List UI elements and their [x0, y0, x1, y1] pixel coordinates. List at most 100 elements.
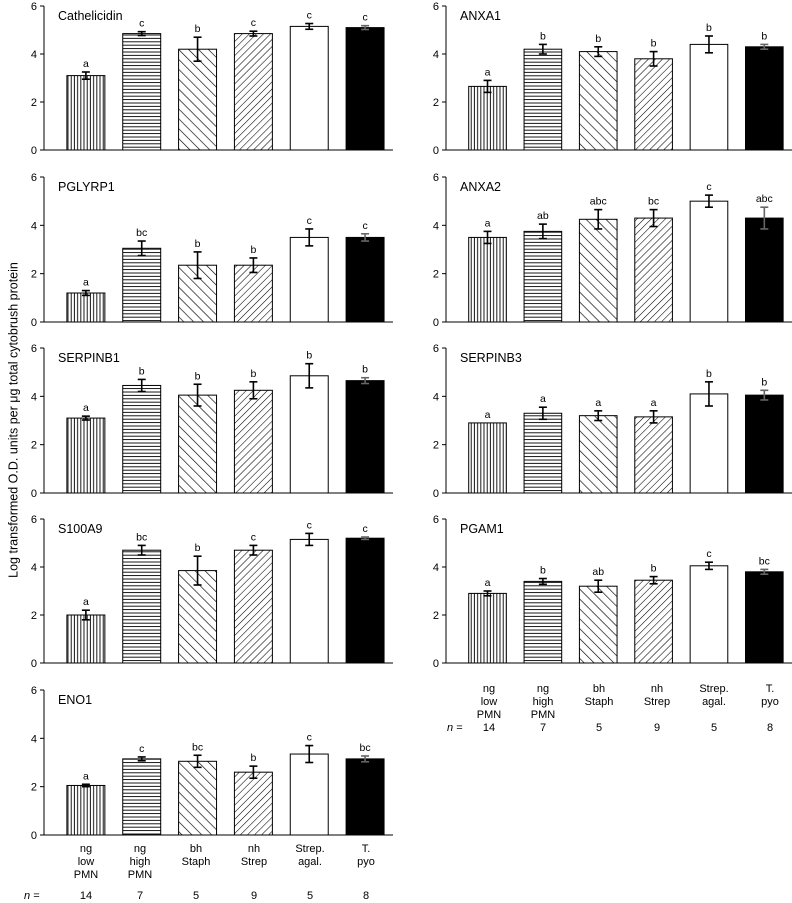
significance-letter: b: [195, 370, 201, 382]
y-tick-label: 2: [433, 97, 439, 109]
panel-title: ANXA1: [460, 9, 501, 23]
bar: [744, 394, 784, 494]
chart-panel: 0 2 4 6 SERPINB3 a a a a b b: [433, 343, 792, 500]
bar: [523, 48, 563, 151]
bar: [289, 375, 329, 494]
category-label: nh: [651, 683, 663, 695]
significance-letter: a: [83, 596, 89, 608]
bar: [634, 58, 673, 151]
bar: [744, 571, 784, 664]
category-label: low: [481, 696, 498, 708]
category-label: high: [533, 696, 554, 708]
significance-letter: abc: [590, 196, 607, 208]
significance-letter: c: [251, 531, 256, 543]
bar: [468, 236, 507, 323]
bar: [689, 393, 729, 494]
significance-letter: c: [307, 10, 312, 22]
category-label: Strep: [644, 696, 670, 708]
significance-letter: b: [250, 752, 256, 764]
significance-letter: b: [250, 368, 256, 380]
significance-letter: b: [195, 23, 201, 35]
bar: [289, 753, 329, 836]
y-tick-label: 0: [31, 145, 37, 157]
y-tick-label: 4: [433, 220, 439, 232]
y-tick-label: 6: [31, 685, 37, 697]
significance-letter: b: [306, 350, 312, 362]
significance-letter: a: [540, 393, 546, 405]
n-value: 7: [540, 722, 546, 734]
category-label: Staph: [585, 696, 614, 708]
significance-letter: b: [540, 30, 546, 42]
bar: [523, 580, 563, 664]
category-labels-left: ng low PMN ng high PMN bh Staph nh Strep…: [74, 843, 375, 881]
category-label: agal.: [298, 856, 322, 868]
bar: [233, 33, 273, 151]
significance-letter: b: [706, 22, 712, 34]
y-tick-label: 0: [433, 145, 439, 157]
bar: [345, 758, 385, 836]
category-label: Strep.: [295, 843, 324, 855]
bar: [744, 217, 784, 323]
bar: [178, 570, 218, 664]
y-tick-label: 6: [433, 514, 439, 526]
bar: [233, 549, 273, 664]
y-tick-label: 6: [31, 514, 37, 526]
n-value: 5: [711, 722, 717, 734]
bar: [66, 784, 106, 836]
panel-title: Cathelicidin: [58, 9, 123, 23]
significance-letter: c: [139, 743, 144, 755]
y-tick-label: 0: [433, 488, 439, 500]
y-tick-label: 0: [433, 317, 439, 329]
y-tick-label: 2: [31, 782, 37, 794]
category-label: Staph: [182, 856, 211, 868]
significance-letter: a: [83, 402, 89, 414]
significance-letter: b: [761, 30, 767, 42]
significance-letter: ab: [537, 210, 549, 222]
bar: [578, 585, 618, 664]
bar: [523, 230, 563, 323]
bar: [744, 46, 784, 151]
n-value: 5: [193, 890, 199, 902]
significance-letter: bc: [648, 196, 659, 208]
bar: [233, 264, 273, 323]
panel-title: ANXA2: [460, 180, 501, 194]
significance-letter: b: [706, 368, 712, 380]
bar: [289, 25, 329, 151]
category-label: Strep: [241, 856, 267, 868]
panel-title: SERPINB3: [460, 351, 522, 365]
bar: [289, 236, 329, 323]
significance-letter: bc: [192, 741, 203, 753]
y-tick-label: 4: [433, 49, 439, 61]
category-label: agal.: [702, 696, 726, 708]
significance-letter: c: [307, 732, 312, 744]
y-tick-label: 0: [31, 658, 37, 670]
significance-letter: bc: [136, 227, 147, 239]
n-value: 5: [307, 890, 313, 902]
bar: [689, 43, 729, 151]
bar: [634, 416, 673, 494]
n-value: 14: [80, 890, 92, 902]
bar: [66, 417, 106, 494]
y-tick-label: 6: [433, 343, 439, 355]
bar: [289, 538, 329, 664]
bar: [634, 217, 673, 323]
category-label: PMN: [128, 869, 153, 881]
bar: [345, 537, 385, 664]
chart-panel: 0 2 4 6 ANXA1 a b b b b b: [433, 1, 792, 157]
bar: [233, 771, 273, 836]
category-labels-right: ng low PMN ng high PMN bh Staph nh Strep…: [477, 683, 779, 721]
category-label: ng: [483, 683, 495, 695]
significance-letter: b: [195, 238, 201, 250]
category-label: PMN: [531, 709, 556, 721]
bar: [66, 614, 106, 664]
y-tick-label: 4: [31, 49, 37, 61]
category-label: high: [130, 856, 151, 868]
category-label: T.: [766, 683, 775, 695]
significance-letter: b: [139, 365, 145, 377]
category-label: bh: [593, 683, 605, 695]
panel-title: ENO1: [58, 693, 92, 707]
